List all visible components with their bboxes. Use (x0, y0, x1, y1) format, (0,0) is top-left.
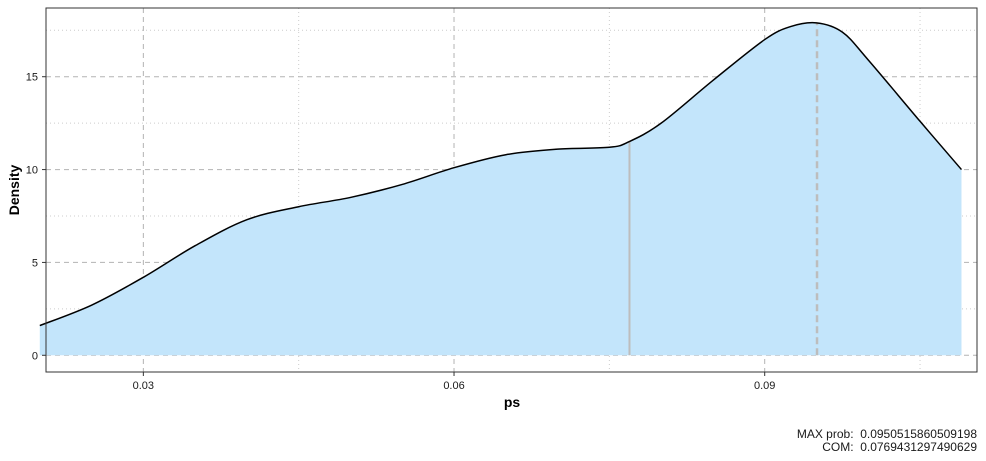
y-axis-ticks: 0 5 10 15 (26, 72, 46, 362)
y-tick-label: 0 (32, 350, 38, 362)
x-axis-ticks: 0.03 0.06 0.09 (133, 372, 775, 392)
max-prob-caption: MAX prob: 0.0950515860509198 (796, 427, 977, 441)
minor-grid (46, 8, 977, 372)
density-area (39, 22, 962, 356)
x-tick-label: 0.09 (754, 380, 775, 392)
x-tick-label: 0.06 (443, 380, 464, 392)
y-axis-title: Density (6, 165, 22, 216)
x-tick-label: 0.03 (133, 380, 154, 392)
panel-border (45, 7, 978, 373)
y-tick-label: 5 (32, 257, 38, 269)
y-tick-label: 15 (26, 72, 38, 84)
com-caption: COM: 0.0769431297490629 (822, 440, 977, 454)
density-curve (39, 21, 963, 327)
y-tick-label: 10 (26, 165, 38, 177)
marker-lines (628, 23, 819, 356)
x-axis-title: ps (504, 394, 521, 410)
